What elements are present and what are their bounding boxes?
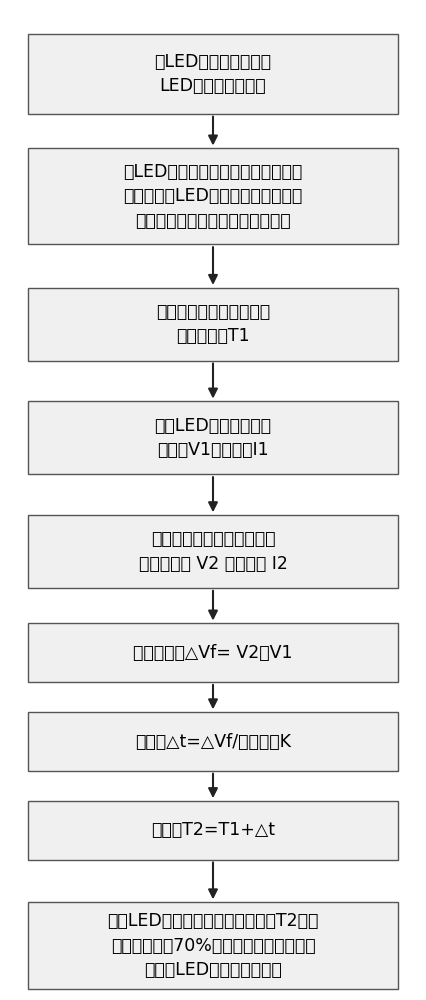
Text: 开启LED灯具，记录工
作电压V1和串电流I1: 开启LED灯具，记录工 作电压V1和串电流I1 (155, 417, 271, 459)
Text: 将LED灯具放入恒温箱中，断开驱动
电源输出与LED列阵之间的回路串入
电流表，被测器件两侧并入电压表: 将LED灯具放入恒温箱中，断开驱动 电源输出与LED列阵之间的回路串入 电流表，… (124, 163, 302, 230)
Bar (28, 712, 398, 771)
Text: 记录恒温箱中温度值，即
起始结温值T1: 记录恒温箱中温度值，即 起始结温值T1 (156, 303, 270, 345)
Text: 记录处于稳定热平衡状态时
的工作电压 V2 和串电流 I2: 记录处于稳定热平衡状态时 的工作电压 V2 和串电流 I2 (138, 530, 288, 573)
Bar (28, 34, 398, 114)
Bar (28, 515, 398, 588)
Bar (28, 902, 398, 989)
Bar (28, 288, 398, 361)
Text: 在LED灯具中选定一颗
LED灯珠为被测器件: 在LED灯具中选定一颗 LED灯珠为被测器件 (155, 53, 271, 95)
Text: 结温差△t=△Vf/温度系数K: 结温差△t=△Vf/温度系数K (135, 733, 291, 751)
Text: 正向电压差△Vf= V2－V1: 正向电压差△Vf= V2－V1 (133, 644, 293, 662)
Bar (28, 801, 398, 860)
Bar (28, 401, 398, 474)
Bar (28, 148, 398, 244)
Text: 结温值T2=T1+△t: 结温值T2=T1+△t (151, 821, 275, 839)
Bar (28, 623, 398, 682)
Text: 查阅LED器件光衰曲线，在对应的T2下降
曲线与垂直轴70%时的交叉点处获得横轴
读数为LED灯具的寿命时间: 查阅LED器件光衰曲线，在对应的T2下降 曲线与垂直轴70%时的交叉点处获得横轴… (107, 912, 319, 979)
